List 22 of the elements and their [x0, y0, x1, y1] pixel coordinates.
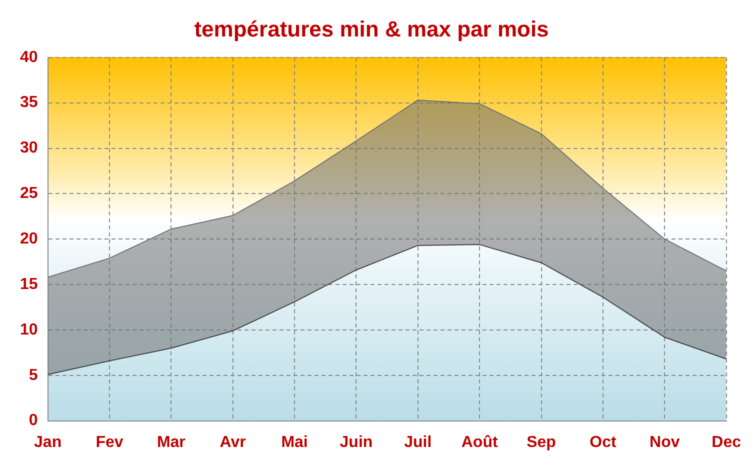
- y-tick-label: 35: [20, 94, 38, 112]
- y-tick-label: 40: [20, 48, 38, 66]
- x-tick-label: Sep: [526, 434, 556, 451]
- x-tick-label: Oct: [590, 434, 617, 451]
- x-tick-label: Avr: [220, 434, 246, 451]
- y-tick-label: 20: [20, 230, 38, 248]
- x-tick-label: Mar: [156, 434, 186, 451]
- y-tick-label: 30: [20, 140, 38, 157]
- x-tick-label: Nov: [650, 434, 680, 451]
- x-tick-label: Mai: [281, 434, 308, 451]
- x-tick-label: Août: [461, 434, 498, 451]
- chart-title: températures min & max par mois: [194, 16, 549, 42]
- y-tick-label: 5: [28, 366, 38, 384]
- x-tick-label: Juil: [404, 434, 432, 451]
- y-tick-label: 0: [28, 412, 38, 430]
- y-tick-label: 15: [20, 276, 38, 293]
- x-tick-label: Fev: [96, 434, 124, 451]
- y-tick-label: 10: [20, 321, 38, 338]
- x-tick-label: Juin: [340, 434, 373, 451]
- x-tick-label: Jan: [34, 434, 62, 451]
- x-tick-label: Dec: [712, 434, 742, 451]
- y-tick-label: 25: [20, 185, 38, 202]
